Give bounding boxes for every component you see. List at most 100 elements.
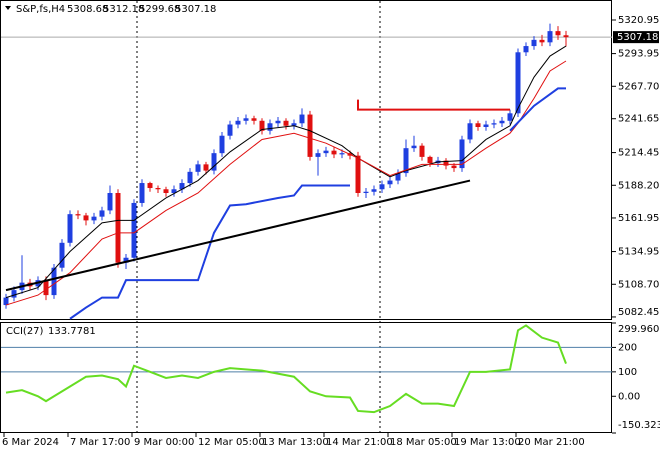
y-tick-label: 299.9603 bbox=[618, 324, 660, 335]
candle-body bbox=[259, 120, 265, 131]
ohlc-open: 5308.68 bbox=[67, 4, 108, 15]
candle-body bbox=[427, 156, 433, 164]
candle-body bbox=[59, 242, 65, 268]
candle-body bbox=[371, 189, 377, 192]
candle-body bbox=[147, 183, 153, 189]
candle-body bbox=[515, 52, 521, 114]
indicator-line bbox=[5, 45, 567, 299]
x-tick-label: 6 Mar 2024 bbox=[2, 437, 59, 448]
x-tick-label: 19 Mar 13:00 bbox=[454, 437, 521, 448]
candle-body bbox=[211, 153, 217, 171]
price-box-label: 5307.18 bbox=[617, 32, 658, 43]
y-tick-label: 100 bbox=[618, 367, 637, 378]
candle-body bbox=[267, 123, 273, 131]
candle-body bbox=[451, 165, 457, 169]
candle-body bbox=[179, 183, 185, 190]
candle-body bbox=[275, 120, 281, 124]
y-tick-label: 5161.95 bbox=[618, 213, 659, 224]
candle-body bbox=[11, 290, 17, 298]
indicator-line bbox=[5, 60, 567, 306]
y-tick-label: 5108.70 bbox=[618, 279, 659, 290]
candle-body bbox=[171, 189, 177, 193]
candle-body bbox=[83, 215, 89, 221]
candle-body bbox=[43, 280, 49, 296]
candle-body bbox=[107, 192, 113, 211]
candle-body bbox=[75, 214, 81, 216]
candle-body bbox=[467, 123, 473, 140]
candle-body bbox=[331, 150, 337, 155]
candle-body bbox=[387, 180, 393, 185]
candle-body bbox=[555, 31, 561, 36]
y-tick-label: 5082.45 bbox=[618, 307, 659, 318]
candle-body bbox=[411, 145, 417, 149]
cci-panel bbox=[0, 322, 612, 433]
candle-body bbox=[155, 188, 161, 190]
y-tick-label: 5214.45 bbox=[618, 148, 659, 159]
cci-last: 133.7781 bbox=[48, 326, 96, 337]
cci-title: CCI(27) bbox=[6, 326, 44, 337]
candle-body bbox=[523, 46, 529, 53]
candle-body bbox=[403, 148, 409, 174]
candle-body bbox=[99, 210, 105, 217]
main-panel bbox=[0, 0, 612, 320]
y-tick-label: -150.3238 bbox=[618, 420, 660, 431]
candle-body bbox=[299, 114, 305, 124]
price-box bbox=[613, 31, 659, 44]
candle-body bbox=[115, 192, 121, 263]
menu-arrow[interactable] bbox=[5, 6, 11, 10]
candle-body bbox=[355, 155, 361, 193]
y-tick-label: 5320.95 bbox=[618, 15, 659, 26]
candle-body bbox=[563, 35, 569, 38]
indicator-line bbox=[5, 179, 471, 292]
candle-body bbox=[339, 153, 345, 155]
candle-body bbox=[235, 120, 241, 125]
candle-body bbox=[315, 153, 321, 157]
candle-body bbox=[443, 160, 449, 166]
candle-body bbox=[491, 123, 497, 125]
candle-body bbox=[395, 173, 401, 181]
candle-body bbox=[363, 191, 369, 193]
candle-body bbox=[91, 216, 97, 221]
candle-body bbox=[243, 118, 249, 121]
candle-body bbox=[123, 257, 129, 263]
candle-body bbox=[139, 183, 145, 203]
candle-body bbox=[67, 214, 73, 243]
candle-body bbox=[195, 164, 201, 172]
x-tick-label: 20 Mar 21:00 bbox=[518, 437, 585, 448]
candle-body bbox=[507, 113, 513, 121]
candle-body bbox=[323, 150, 329, 154]
candle-body bbox=[475, 123, 481, 128]
candle-body bbox=[227, 124, 233, 136]
x-tick-label: 13 Mar 13:00 bbox=[262, 437, 329, 448]
candle-body bbox=[51, 267, 57, 296]
candle-body bbox=[131, 202, 137, 258]
indicator-line bbox=[5, 324, 567, 414]
x-tick-label: 12 Mar 05:00 bbox=[198, 437, 265, 448]
candle-body bbox=[283, 120, 289, 126]
candle-body bbox=[419, 145, 425, 157]
candle-body bbox=[483, 124, 489, 128]
candle-body bbox=[187, 171, 193, 184]
y-tick-label: 5188.20 bbox=[618, 180, 659, 191]
y-tick-label: 0.00 bbox=[618, 391, 640, 402]
y-tick-label: 5241.65 bbox=[618, 114, 659, 125]
indicator-line bbox=[69, 87, 566, 320]
chart-title: S&P,fs,H4 bbox=[16, 4, 65, 15]
x-tick-label: 14 Mar 21:00 bbox=[326, 437, 393, 448]
candle-body bbox=[547, 31, 553, 43]
x-tick-label: 7 Mar 17:00 bbox=[70, 437, 130, 448]
y-tick-label: 5267.70 bbox=[618, 81, 659, 92]
candle-body bbox=[499, 120, 505, 124]
candle-body bbox=[291, 123, 297, 126]
ohlc-high: 5312.18 bbox=[103, 4, 144, 15]
candle-body bbox=[3, 297, 9, 306]
candle-body bbox=[459, 139, 465, 169]
indicator-line bbox=[357, 99, 510, 111]
candle-body bbox=[203, 164, 209, 171]
y-tick-label: 5293.95 bbox=[618, 49, 659, 60]
ohlc-low: 5299.68 bbox=[139, 4, 180, 15]
x-tick-label: 18 Mar 05:00 bbox=[390, 437, 457, 448]
x-tick-label: 9 Mar 00:00 bbox=[134, 437, 194, 448]
candle-body bbox=[251, 118, 257, 121]
